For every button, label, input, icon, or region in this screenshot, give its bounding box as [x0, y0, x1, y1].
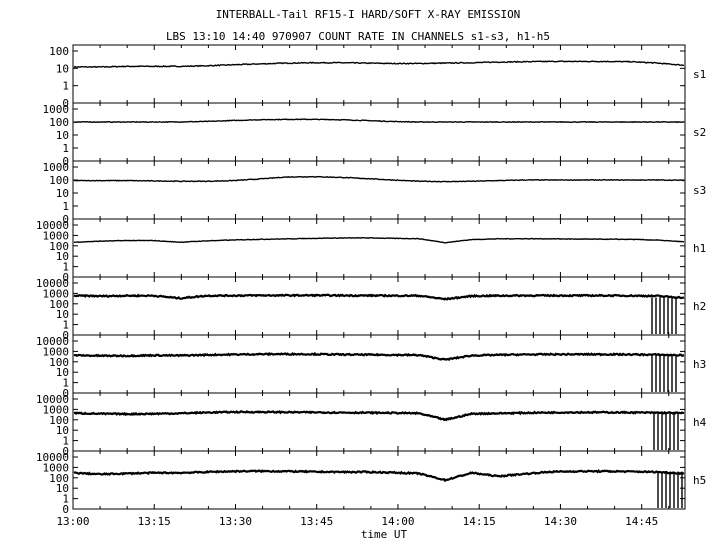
series-s1: [73, 60, 685, 69]
y-tick-label: 0: [62, 271, 69, 284]
x-tick-label: 13:30: [219, 515, 252, 528]
channel-label-s3: s3: [693, 184, 706, 197]
x-tick-label: 13:00: [56, 515, 89, 528]
y-tick-label: 1000: [43, 287, 70, 300]
y-tick-label: 0: [62, 213, 69, 226]
y-tick-label: 10000: [36, 451, 69, 464]
y-tick-label: 1: [62, 377, 69, 390]
y-tick-label: 1: [62, 493, 69, 506]
y-tick-label: 10000: [36, 219, 69, 232]
y-tick-label: 100: [49, 174, 69, 187]
y-tick-label: 1: [62, 261, 69, 274]
y-tick-label: 10000: [36, 277, 69, 290]
y-tick-label: 0: [62, 329, 69, 342]
y-tick-label: 10: [56, 187, 69, 200]
channel-label-h4: h4: [693, 416, 707, 429]
y-tick-label: 1000: [43, 161, 70, 174]
x-tick-label: 14:45: [625, 515, 658, 528]
y-tick-label: 1: [62, 80, 69, 93]
y-tick-label: 10: [56, 62, 69, 75]
y-tick-label: 100: [49, 414, 69, 427]
channel-label-h1: h1: [693, 242, 706, 255]
series-s2: [73, 118, 685, 124]
panel-frame: [72, 334, 686, 394]
y-tick-label: 0: [62, 445, 69, 458]
y-tick-label: 1: [62, 142, 69, 155]
y-tick-label: 10: [56, 308, 69, 321]
y-tick-label: 100: [49, 240, 69, 253]
panel-frame: [72, 450, 686, 510]
y-tick-label: 1000: [43, 229, 70, 242]
series-h1: [73, 236, 685, 244]
y-tick-label: 10: [56, 482, 69, 495]
y-tick-label: 0: [62, 503, 69, 516]
y-tick-label: 1: [62, 200, 69, 213]
y-tick-label: 100: [49, 356, 69, 369]
y-tick-label: 100: [49, 45, 69, 58]
chart-subtitle: LBS 13:10 14:40 970907 COUNT RATE IN CHA…: [166, 30, 550, 43]
panel-frame: [72, 44, 686, 104]
series-h3: [73, 351, 685, 362]
series-h2: [73, 293, 685, 301]
panel-frame: [72, 160, 686, 220]
series-s3: [74, 175, 685, 183]
x-tick-label: 14:15: [463, 515, 496, 528]
x-tick-label: 13:45: [300, 515, 333, 528]
chart-title: INTERBALL-Tail RF15-I HARD/SOFT X-RAY EM…: [216, 8, 521, 21]
y-tick-label: 10000: [36, 393, 69, 406]
x-tick-label: 14:30: [544, 515, 577, 528]
series-h4: [73, 409, 685, 422]
panel-frame: [72, 392, 686, 452]
channel-label-s1: s1: [693, 68, 706, 81]
y-tick-label: 10: [56, 424, 69, 437]
y-tick-label: 100: [49, 472, 69, 485]
panel-frame: [72, 276, 686, 336]
y-tick-label: 10: [56, 250, 69, 263]
y-tick-label: 10: [56, 129, 69, 142]
x-axis-label: time UT: [361, 528, 408, 541]
y-tick-label: 1000: [43, 103, 70, 116]
x-tick-label: 14:00: [381, 515, 414, 528]
y-tick-label: 1000: [43, 403, 70, 416]
channel-label-h5: h5: [693, 474, 706, 487]
panels: 1001010s110001001010s210001001010s310000…: [36, 44, 707, 516]
y-tick-label: 1: [62, 435, 69, 448]
y-tick-label: 100: [49, 116, 69, 129]
panel-frame: [72, 102, 686, 162]
y-tick-label: 100: [49, 298, 69, 311]
panel-frame: [72, 218, 686, 278]
channel-label-s2: s2: [693, 126, 706, 139]
y-tick-label: 10: [56, 366, 69, 379]
x-axis: 13:00 13:15 13:30 13:45 14:00 14:15 14:30 14:45: [56, 515, 658, 528]
y-tick-label: 1000: [43, 461, 70, 474]
channel-label-h2: h2: [693, 300, 706, 313]
y-tick-label: 1: [62, 319, 69, 332]
y-tick-label: 1000: [43, 345, 70, 358]
y-tick-label: 0: [62, 97, 69, 110]
y-tick-label: 10000: [36, 335, 69, 348]
y-tick-label: 0: [62, 387, 69, 400]
y-tick-label: 0: [62, 155, 69, 168]
x-tick-label: 13:15: [138, 515, 171, 528]
series-h5: [73, 468, 685, 483]
channel-label-h3: h3: [693, 358, 706, 371]
